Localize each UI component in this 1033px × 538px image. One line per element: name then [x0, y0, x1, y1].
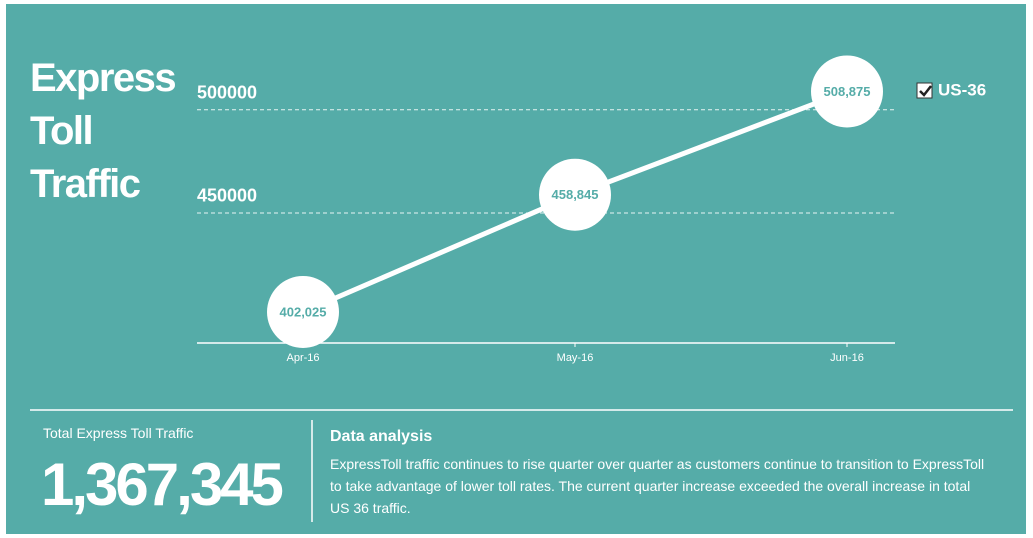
data-point: [811, 55, 883, 128]
x-tick-label: Jun-16: [830, 352, 864, 364]
analysis-title: Data analysis: [330, 428, 433, 445]
x-tick-label: May-16: [557, 352, 594, 364]
y-tick-label: 450000: [197, 186, 257, 206]
data-label: 402,025: [280, 304, 327, 319]
chart-title: Express Toll Traffic: [30, 56, 177, 206]
legend-check: [919, 85, 932, 97]
summary-label: Total Express Toll Traffic: [43, 425, 194, 441]
legend-label: US-36: [938, 80, 986, 99]
data-label: 508,875: [824, 84, 871, 99]
chart: 450000 500000 Apr-16 May-16 Jun-16 402,025 458…: [30, 55, 1013, 522]
data-label: 458,845: [552, 187, 599, 202]
data-point: [267, 275, 339, 348]
dashboard: 450000 500000 Apr-16 May-16 Jun-16 402,025 458…: [6, 4, 1026, 534]
legend-checkbox: [916, 82, 933, 99]
x-tick-label: Apr-16: [286, 352, 319, 364]
analysis-text: ExpressToll traffic continues to rise qu…: [330, 456, 985, 516]
data-point: [539, 158, 611, 231]
y-tick-label: 500000: [197, 83, 257, 103]
summary-value: 1,367,345: [41, 451, 284, 518]
